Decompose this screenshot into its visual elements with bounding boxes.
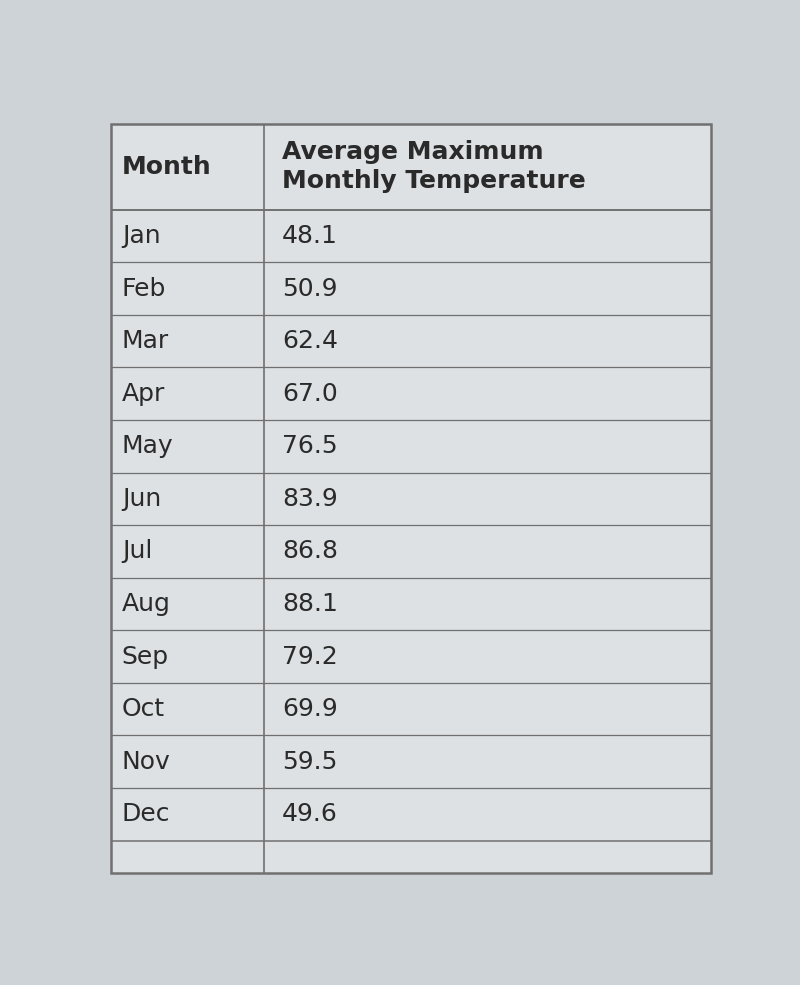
Text: Average Maximum
Monthly Temperature: Average Maximum Monthly Temperature (282, 140, 586, 193)
Text: 88.1: 88.1 (282, 592, 338, 616)
Text: 76.5: 76.5 (282, 434, 338, 458)
Text: 67.0: 67.0 (282, 382, 338, 406)
Text: 59.5: 59.5 (282, 750, 338, 774)
Text: 62.4: 62.4 (282, 329, 338, 354)
Text: 86.8: 86.8 (282, 540, 338, 563)
Text: Dec: Dec (122, 803, 170, 826)
Text: 69.9: 69.9 (282, 697, 338, 721)
Text: Month: Month (122, 155, 212, 178)
Text: Jan: Jan (122, 224, 161, 248)
Text: May: May (122, 434, 174, 458)
Text: Jul: Jul (122, 540, 152, 563)
Text: 48.1: 48.1 (282, 224, 338, 248)
Text: Oct: Oct (122, 697, 165, 721)
Text: Feb: Feb (122, 277, 166, 300)
Text: Sep: Sep (122, 644, 169, 669)
Text: 49.6: 49.6 (282, 803, 338, 826)
Text: Jun: Jun (122, 487, 161, 511)
Text: Apr: Apr (122, 382, 166, 406)
Text: 83.9: 83.9 (282, 487, 338, 511)
Text: 79.2: 79.2 (282, 644, 338, 669)
Text: Mar: Mar (122, 329, 169, 354)
Text: Aug: Aug (122, 592, 170, 616)
Text: 50.9: 50.9 (282, 277, 338, 300)
Text: Nov: Nov (122, 750, 170, 774)
